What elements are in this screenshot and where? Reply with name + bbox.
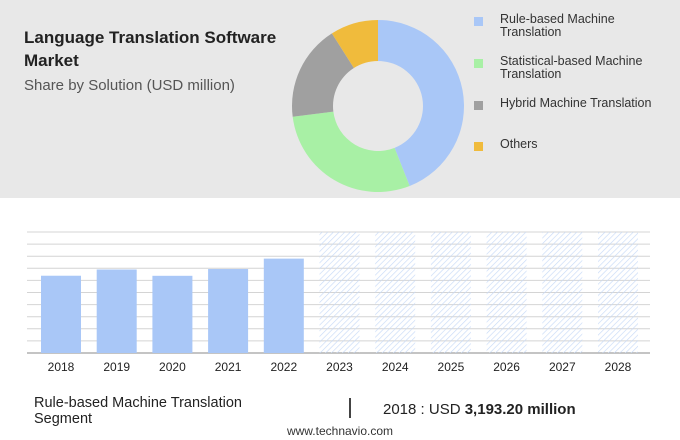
forecast-bar-2025: [430, 232, 471, 353]
chart-subtitle: Share by Solution (USD million): [24, 77, 235, 94]
x-tick-label: 2018: [48, 360, 75, 374]
x-tick-label: 2028: [605, 360, 632, 374]
legend-label: Statistical-based Machine Translation: [500, 54, 643, 81]
donut-chart: [292, 20, 464, 192]
bar-2021: [208, 269, 249, 353]
x-tick-label: 2020: [159, 360, 186, 374]
x-tick-label: 2026: [493, 360, 520, 374]
forecast-bar-2027: [542, 232, 583, 353]
legend-swatch: [474, 17, 483, 26]
forecast-bar-2024: [375, 232, 416, 353]
x-tick-label: 2024: [382, 360, 409, 374]
forecast-bar-2023: [319, 232, 360, 353]
legend-label: Hybrid Machine Translation: [500, 96, 652, 110]
footer-year-label: 2018 : USD: [383, 401, 461, 418]
donut-slice-2: [292, 111, 410, 192]
x-tick-label: 2019: [103, 360, 130, 374]
bar-2018: [41, 275, 81, 353]
legend-swatch: [474, 59, 483, 68]
legend-swatch: [474, 101, 483, 110]
donut-slice-1: [378, 20, 464, 186]
forecast-bar-2026: [486, 232, 527, 353]
footer-segment-label: Rule-based Machine Translation Segment: [34, 395, 242, 427]
footer-url[interactable]: www.technavio.com: [286, 424, 394, 438]
legend-label: Rule-based Machine Translation: [500, 12, 615, 39]
x-tick-label: 2022: [270, 360, 297, 374]
x-tick-label: 2025: [438, 360, 465, 374]
legend-swatch: [474, 142, 483, 151]
bar-2022: [263, 258, 304, 353]
donut-slice-4: [331, 20, 378, 69]
donut-slice-3: [292, 33, 354, 117]
x-tick-label: 2023: [326, 360, 353, 374]
x-tick-label: 2027: [549, 360, 576, 374]
chart-title: Language Translation Software Market: [24, 28, 277, 70]
bar-2020: [152, 275, 193, 353]
bar-chart: 2018 2019 2020 2021 2022 2023 2024 2025 2026 2027…: [27, 231, 650, 374]
footer-amount: 3,193.20 million: [464, 401, 576, 418]
x-tick-label: 2021: [215, 360, 242, 374]
forecast-bar-2028: [598, 232, 638, 353]
footer-divider: [349, 398, 351, 418]
footer-value: 2018 : USD 3,193.20 million: [383, 401, 576, 418]
legend-label: Others: [500, 137, 538, 151]
bar-2019: [96, 269, 137, 353]
